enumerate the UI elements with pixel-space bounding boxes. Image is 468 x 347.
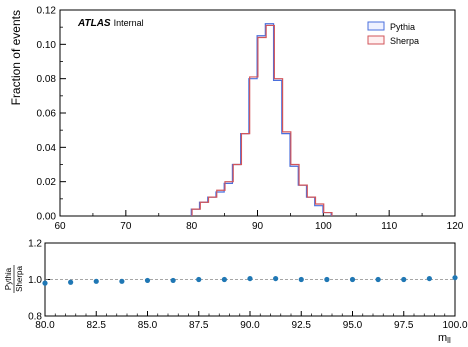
main-y-tick-label-1: 0.02 xyxy=(37,177,57,188)
main-y-ticks: 0.00 0.02 0.04 0.06 0.08 0.10 0.12 xyxy=(37,6,66,223)
main-y-tick-label-4: 0.08 xyxy=(37,74,57,85)
main-y-tick-label-5: 0.10 xyxy=(37,40,57,51)
ratio-x-tick-label-5: 92.5 xyxy=(292,320,312,331)
ratio-point xyxy=(273,275,279,282)
ratio-y-tick-label-0: 0.8 xyxy=(28,312,42,323)
histogram-pythia xyxy=(190,23,332,216)
ratio-point xyxy=(93,278,99,284)
ratio-y-label-numerator: Pythia xyxy=(4,267,13,290)
ratio-x-ticks: 80.0 82.5 85.0 87.5 90.0 92.5 95.0 97.5 100.0 xyxy=(35,311,468,331)
ratio-point xyxy=(375,276,381,283)
ratio-point xyxy=(401,276,407,283)
ratio-x-tick-label-7: 97.5 xyxy=(394,320,414,331)
main-y-tick-label-3: 0.06 xyxy=(37,109,57,120)
ratio-point xyxy=(349,276,356,283)
ratio-point xyxy=(42,280,48,286)
legend-label-sherpa: Sherpa xyxy=(390,36,419,46)
main-histograms xyxy=(190,23,333,216)
ratio-point xyxy=(196,276,202,283)
ratio-point xyxy=(452,275,458,281)
ratio-point xyxy=(221,276,227,283)
legend-swatch-pythia xyxy=(367,21,385,31)
ratio-point xyxy=(298,276,304,283)
histogram-sherpa xyxy=(191,24,333,216)
ratio-x-label-sub: ll xyxy=(447,336,451,345)
main-panel: 60 70 80 90 100 110 120 0.000.020.040.060.080.… xyxy=(9,6,464,233)
legend-swatch-sherpa xyxy=(367,35,385,45)
main-x-tick-label-4: 100 xyxy=(315,221,332,232)
ratio-x-axis-label: mll xyxy=(438,332,451,345)
main-y-tick-label-2: 0.04 xyxy=(37,143,57,154)
ratio-y-tick-label-2: 1.2 xyxy=(28,239,42,250)
ratio-x-tick-label-0: 80.0 xyxy=(35,320,55,331)
main-x-tick-label-2: 80 xyxy=(186,221,198,232)
legend-label-pythia: Pythia xyxy=(390,22,415,32)
ratio-point xyxy=(170,277,176,284)
ratio-y-ticks: 0.8 1.0 1.2 xyxy=(28,239,50,323)
ratio-panel: 80.0 82.5 85.0 87.5 90.0 92.5 95.0 97.5 100.0 0.… xyxy=(4,239,468,346)
main-y-tick-label-6: 0.12 xyxy=(37,6,57,17)
atlas-label: ATLAS Internal xyxy=(77,18,144,29)
atlas-label-main: ATLAS xyxy=(77,18,111,29)
main-x-tick-label-1: 70 xyxy=(120,221,132,232)
ratio-point xyxy=(247,275,253,282)
ratio-y-label-denominator: Sherpa xyxy=(15,266,24,292)
main-x-tick-label-6: 120 xyxy=(447,221,464,232)
ratio-x-label-main: m xyxy=(438,332,447,344)
main-x-tick-label-5: 110 xyxy=(381,221,397,232)
ratio-x-tick-label-6: 95.0 xyxy=(343,320,363,331)
main-x-tick-label-3: 90 xyxy=(252,221,264,232)
ratio-x-tick-label-3: 87.5 xyxy=(189,320,209,331)
ratio-x-tick-label-4: 90.0 xyxy=(240,320,260,331)
legend: Pythia Sherpa xyxy=(367,21,419,46)
ratio-points xyxy=(42,275,458,286)
atlas-label-sub: Internal xyxy=(114,18,144,28)
main-x-tick-label-0: 60 xyxy=(54,221,66,232)
ratio-point xyxy=(426,275,432,282)
ratio-x-tick-label-2: 85.0 xyxy=(138,320,158,331)
main-y-axis-label: Fraction of events xyxy=(9,10,23,105)
ratio-x-tick-label-1: 82.5 xyxy=(87,320,107,331)
ratio-point xyxy=(68,279,74,285)
ratio-y-axis-label: Pythia Sherpa xyxy=(4,265,24,293)
main-y-tick-label-0: 0.00 xyxy=(37,212,57,223)
ratio-point xyxy=(119,278,125,284)
ratio-x-tick-label-8: 100.0 xyxy=(442,320,467,331)
ratio-y-tick-label-1: 1.0 xyxy=(28,275,42,286)
ratio-point xyxy=(324,276,330,283)
main-x-ticks: 60 70 80 90 100 110 120 xyxy=(54,210,464,232)
ratio-point xyxy=(144,277,151,284)
